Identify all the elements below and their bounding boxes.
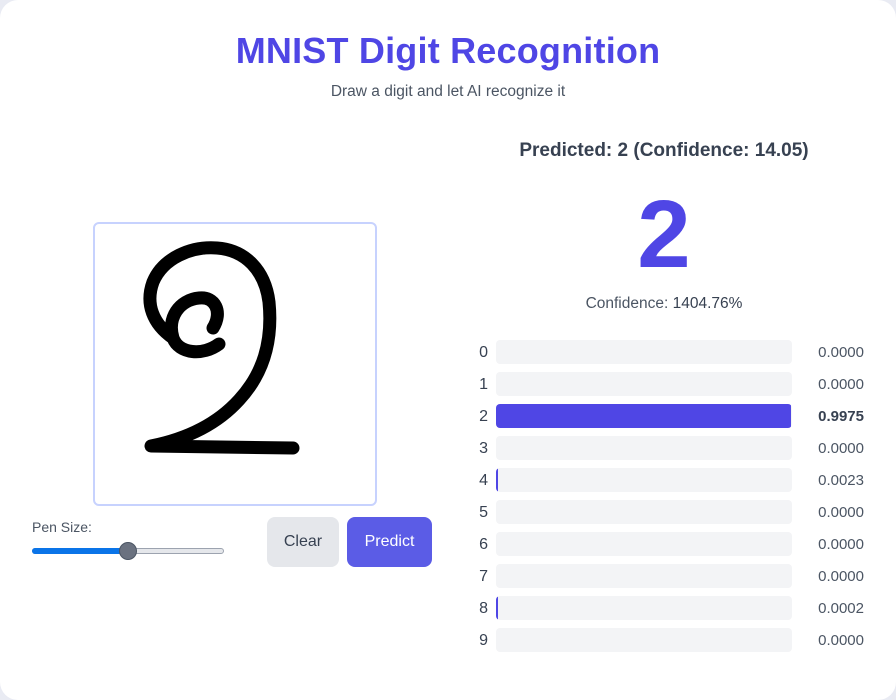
pen-size-slider[interactable] — [32, 541, 224, 561]
probability-value: 0.0000 — [818, 440, 864, 457]
probability-digit: 2 — [479, 408, 488, 425]
probability-bar-track — [496, 628, 792, 652]
confidence-label: Confidence: — [585, 295, 669, 312]
probability-bar-track — [496, 532, 792, 556]
probability-row-4: 4 0.0023 — [470, 468, 880, 500]
probability-bar-fill — [496, 468, 498, 492]
confidence-value: 1404.76% — [672, 295, 743, 312]
probability-bar-track — [496, 404, 792, 428]
probability-value: 0.0000 — [818, 504, 864, 521]
probability-value: 0.9975 — [818, 408, 864, 425]
probability-bar-track — [496, 436, 792, 460]
prediction-heading: Predicted: 2 (Confidence: 14.05) — [519, 140, 809, 161]
probability-digit: 9 — [479, 632, 488, 649]
probability-digit: 1 — [479, 376, 488, 393]
drawn-digit-stroke — [143, 241, 300, 455]
probability-digit: 6 — [479, 536, 488, 553]
probability-digit: 7 — [479, 568, 488, 585]
probability-digit: 5 — [479, 504, 488, 521]
probability-value: 0.0023 — [818, 472, 864, 489]
page-subtitle: Draw a digit and let AI recognize it — [330, 83, 566, 100]
predicted-digit: 2 — [637, 181, 691, 288]
probability-digit: 3 — [479, 440, 488, 457]
probability-bar-track — [496, 596, 792, 620]
slider-fill — [32, 548, 128, 554]
probability-value: 0.0000 — [818, 376, 864, 393]
probability-bar-track — [496, 500, 792, 524]
probability-row-6: 6 0.0000 — [470, 532, 880, 564]
probability-digit: 0 — [479, 344, 488, 361]
probability-value: 0.0000 — [818, 568, 864, 585]
probability-row-9: 9 0.0000 — [470, 628, 880, 660]
probability-value: 0.0000 — [818, 344, 864, 361]
probability-digit: 8 — [479, 600, 488, 617]
page-title: MNIST Digit Recognition — [235, 30, 661, 71]
probability-digit: 4 — [479, 472, 488, 489]
clear-button[interactable]: Clear — [267, 517, 339, 567]
probability-row-0: 0 0.0000 — [470, 340, 880, 372]
probability-value: 0.0002 — [818, 600, 864, 617]
probability-row-2: 2 0.9975 — [470, 404, 880, 436]
probability-value: 0.0000 — [818, 536, 864, 553]
probability-row-8: 8 0.0002 — [470, 596, 880, 628]
probability-bar-track — [496, 372, 792, 396]
pen-size-label: Pen Size: — [32, 519, 92, 535]
probability-row-7: 7 0.0000 — [470, 564, 880, 596]
probability-row-3: 3 0.0000 — [470, 436, 880, 468]
probability-bar-fill — [496, 404, 792, 428]
probability-bar-track — [496, 564, 792, 588]
probability-list: 0 0.0000 1 0.0000 2 0.9975 3 0.0000 4 0.0023 5 0.00… — [470, 340, 880, 660]
probability-row-1: 1 0.0000 — [470, 372, 880, 404]
probability-bar-fill — [496, 596, 498, 620]
probability-bar-track — [496, 468, 792, 492]
probability-row-5: 5 0.0000 — [470, 500, 880, 532]
drawing-canvas[interactable] — [93, 222, 377, 506]
probability-bar-track — [496, 340, 792, 364]
probability-value: 0.0000 — [818, 632, 864, 649]
predict-button[interactable]: Predict — [347, 517, 432, 567]
confidence-line: Confidence: 1404.76% — [448, 295, 880, 313]
slider-thumb[interactable] — [119, 542, 137, 560]
